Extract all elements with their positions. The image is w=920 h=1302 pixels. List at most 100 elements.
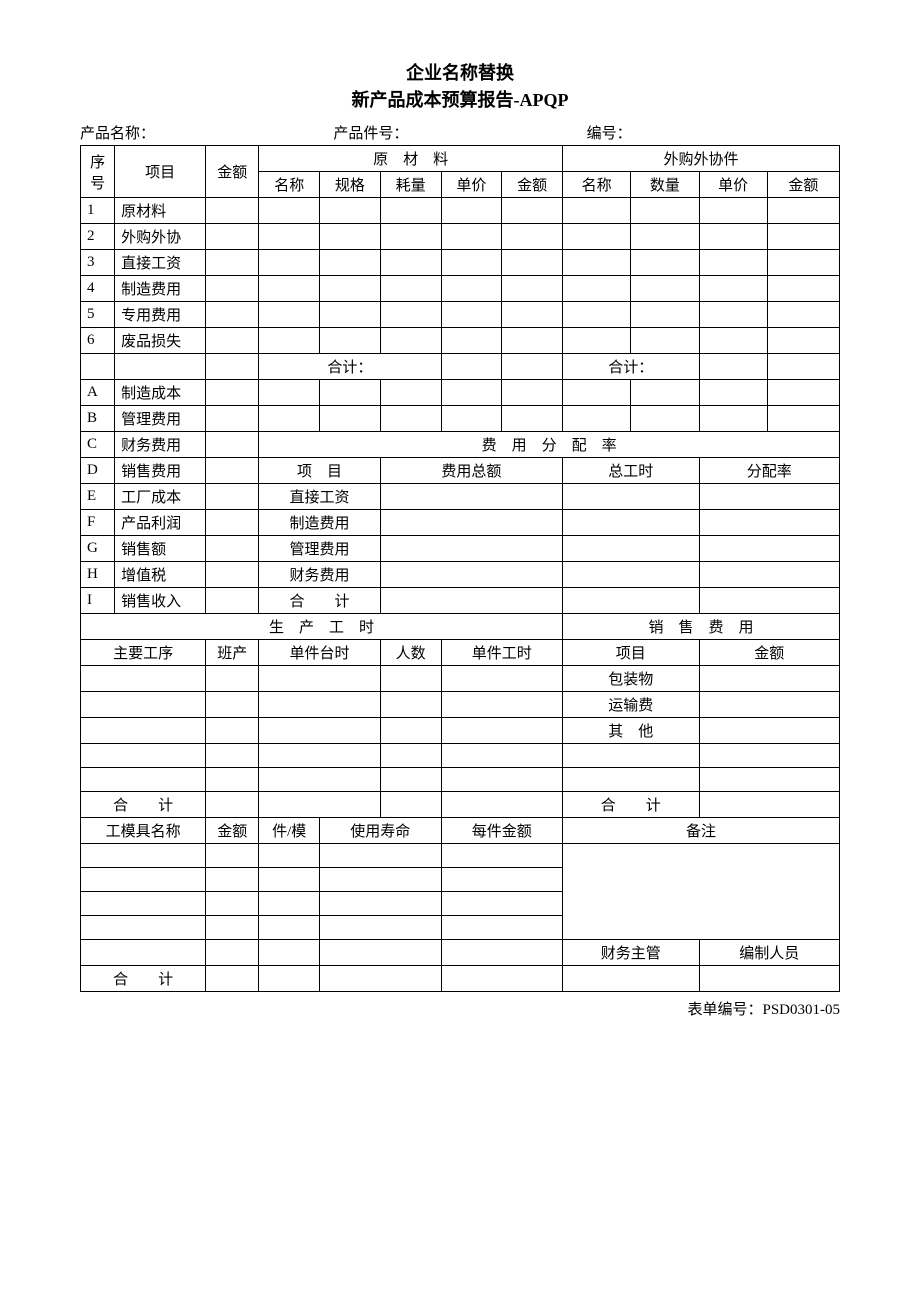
cell: [259, 966, 320, 992]
data-row: [81, 744, 840, 768]
cell: [699, 354, 767, 380]
item-no: I: [81, 588, 115, 614]
cell: [259, 276, 320, 302]
cell: [320, 844, 441, 868]
cell: [631, 276, 699, 302]
cell: [206, 276, 259, 302]
cell: [206, 432, 259, 458]
sales-amount: 金额: [699, 640, 839, 666]
cell: [81, 718, 206, 744]
cell: [441, 768, 562, 792]
cell: [259, 892, 320, 916]
item-label: 工厂成本: [115, 484, 206, 510]
cell: [441, 718, 562, 744]
item-row: A制造成本: [81, 380, 840, 406]
cell: [259, 792, 380, 818]
cell: [767, 380, 839, 406]
item-label: 销售额: [115, 536, 206, 562]
cell: [562, 484, 699, 510]
cell: [562, 380, 630, 406]
cell: [380, 250, 441, 276]
cell: [259, 302, 320, 328]
item-row: E工厂成本直接工资: [81, 484, 840, 510]
item-label: 制造成本: [115, 380, 206, 406]
cell: [441, 940, 562, 966]
item-no: 2: [81, 224, 115, 250]
cell: [699, 380, 767, 406]
cell: [631, 380, 699, 406]
cell: [259, 250, 320, 276]
item-row: H增值税财务费用: [81, 562, 840, 588]
alloc-item: 项 目: [259, 458, 380, 484]
header-fields: 产品名称： 产品件号： 编号：: [80, 122, 840, 143]
cell: [259, 744, 380, 768]
cell: [699, 966, 839, 992]
cell: [699, 302, 767, 328]
alloc-rate: 分配率: [699, 458, 839, 484]
item-no: B: [81, 406, 115, 432]
cell: [206, 868, 259, 892]
item-no: 1: [81, 198, 115, 224]
cell: [441, 868, 562, 892]
data-row: 运输费: [81, 692, 840, 718]
cell: [320, 198, 381, 224]
cell: [562, 406, 630, 432]
cell: [320, 892, 441, 916]
item-row: 6废品损失: [81, 328, 840, 354]
col-amount2: 金额: [502, 172, 563, 198]
subtotal-label: 合计：: [562, 354, 699, 380]
cell: [380, 380, 441, 406]
cell: [320, 406, 381, 432]
cell: [259, 718, 380, 744]
cell: [320, 302, 381, 328]
cell: [380, 562, 562, 588]
cell: [441, 354, 502, 380]
cell: [206, 224, 259, 250]
cell: [81, 892, 206, 916]
cell: [699, 666, 839, 692]
cell: [380, 792, 441, 818]
cell: [767, 302, 839, 328]
tool-name: 工模具名称: [81, 818, 206, 844]
item-label: 专用费用: [115, 302, 206, 328]
cell: [631, 198, 699, 224]
cell: [441, 666, 562, 692]
cell: [631, 328, 699, 354]
cell: [206, 916, 259, 940]
item-no: 4: [81, 276, 115, 302]
cell: [699, 510, 839, 536]
cell: [206, 302, 259, 328]
cell: [631, 250, 699, 276]
cell: [502, 380, 563, 406]
item-row: 1原材料: [81, 198, 840, 224]
cell: [380, 224, 441, 250]
cell: [562, 276, 630, 302]
col-spec: 规格: [320, 172, 381, 198]
item-row: 3直接工资: [81, 250, 840, 276]
cell: [699, 250, 767, 276]
sales-row: 其 他: [562, 718, 699, 744]
header-row-1: 序号 项目 金额 原 材 料 外购外协件: [81, 146, 840, 172]
cell: [441, 328, 502, 354]
cell: [699, 692, 839, 718]
cell: [206, 536, 259, 562]
cell: [259, 916, 320, 940]
cell: [380, 692, 441, 718]
cell: [206, 666, 259, 692]
cell: [206, 588, 259, 614]
title-line2: 新产品成本预算报告-APQP: [80, 87, 840, 114]
col-amount3: 金额: [767, 172, 839, 198]
cell: [320, 224, 381, 250]
cell: [562, 536, 699, 562]
item-label: 财务费用: [115, 432, 206, 458]
cell: [502, 224, 563, 250]
cell: [206, 692, 259, 718]
section-header-row: 主要工序 班产 单件台时 人数 单件工时 项目 金额: [81, 640, 840, 666]
sales-sum: 合 计: [562, 792, 699, 818]
cell: [441, 250, 502, 276]
cell: [259, 666, 380, 692]
item-row: I销售收入合 计: [81, 588, 840, 614]
prod-sum: 合 计: [81, 792, 206, 818]
cell: [441, 916, 562, 940]
prod-main-proc: 主要工序: [81, 640, 206, 666]
